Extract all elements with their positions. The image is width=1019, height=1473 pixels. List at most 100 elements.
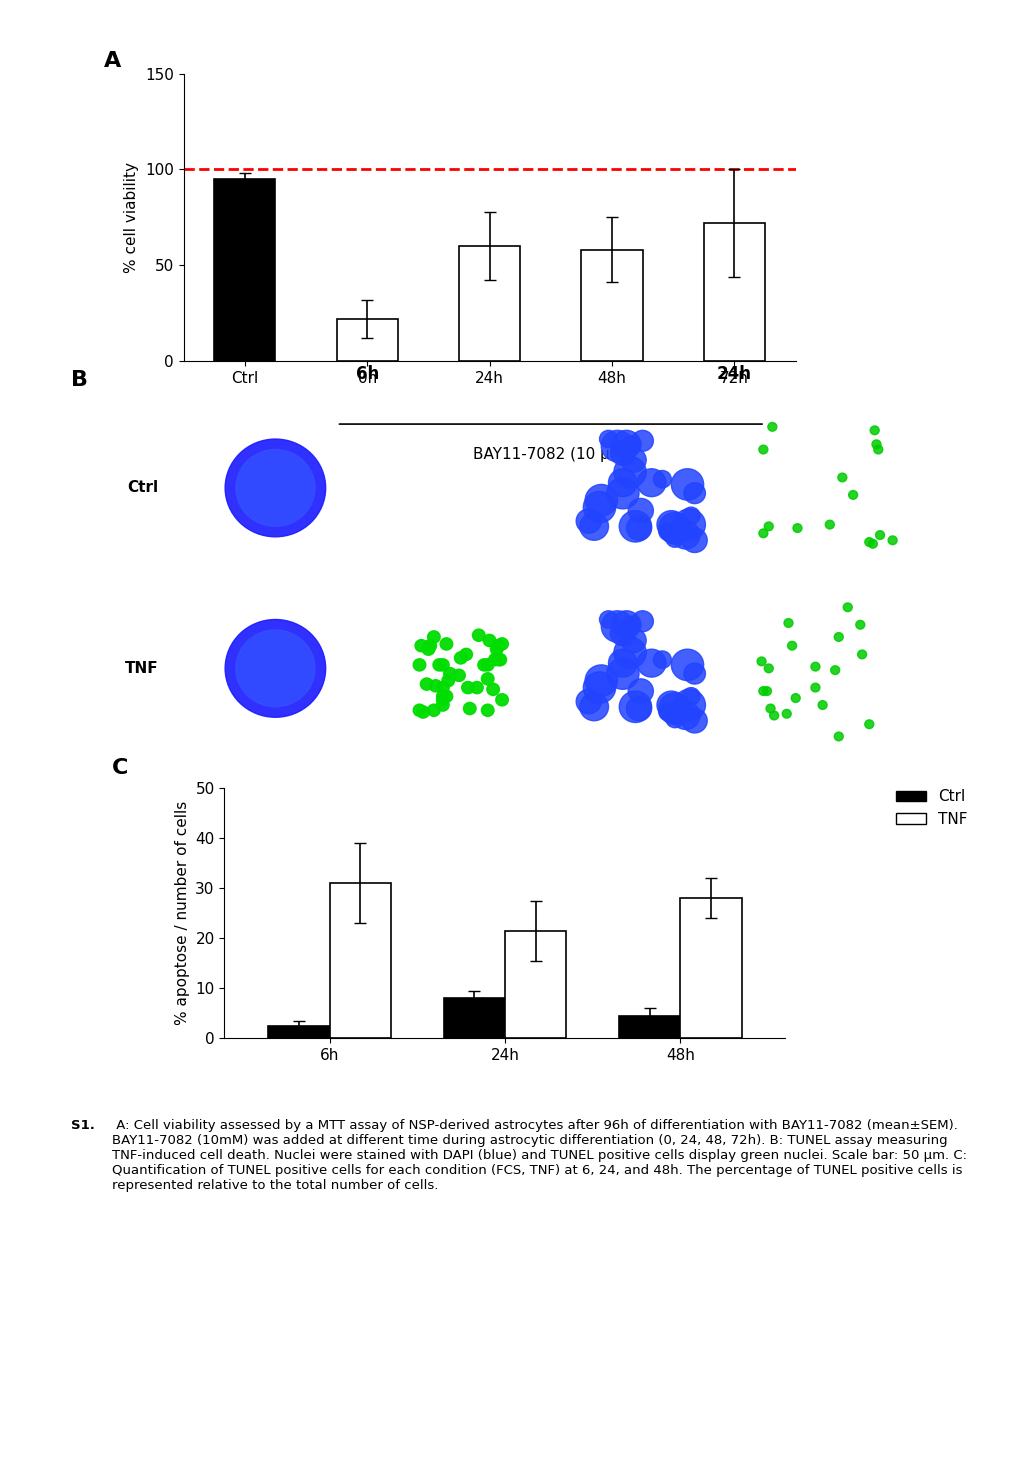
Circle shape: [492, 639, 504, 651]
Bar: [680, 899, 741, 1038]
Ellipse shape: [682, 709, 706, 734]
Circle shape: [427, 704, 440, 716]
Ellipse shape: [585, 485, 616, 516]
Ellipse shape: [621, 627, 646, 653]
Circle shape: [792, 524, 801, 532]
Text: C: C: [112, 759, 128, 778]
Ellipse shape: [656, 511, 685, 539]
Ellipse shape: [673, 508, 705, 541]
Ellipse shape: [623, 616, 640, 633]
Circle shape: [791, 694, 799, 703]
Circle shape: [486, 683, 499, 695]
Circle shape: [810, 663, 819, 672]
Text: A: A: [104, 50, 121, 71]
Circle shape: [864, 538, 873, 546]
Ellipse shape: [599, 430, 616, 448]
Bar: [443, 999, 504, 1038]
Circle shape: [493, 654, 506, 666]
Circle shape: [762, 686, 770, 695]
Circle shape: [864, 720, 873, 729]
Text: 24h: 24h: [716, 365, 751, 383]
Ellipse shape: [653, 651, 671, 669]
Circle shape: [420, 678, 432, 691]
Circle shape: [424, 639, 436, 651]
Circle shape: [824, 520, 834, 529]
Ellipse shape: [583, 672, 615, 703]
Ellipse shape: [658, 692, 691, 725]
Ellipse shape: [608, 650, 637, 678]
Ellipse shape: [661, 523, 683, 544]
Ellipse shape: [671, 650, 703, 681]
Circle shape: [462, 682, 474, 694]
Circle shape: [834, 732, 843, 741]
Ellipse shape: [621, 448, 646, 473]
Ellipse shape: [683, 483, 705, 504]
Circle shape: [436, 682, 448, 694]
Circle shape: [767, 423, 776, 432]
Ellipse shape: [683, 663, 705, 683]
Bar: [459, 246, 520, 361]
Circle shape: [481, 673, 493, 685]
Circle shape: [436, 698, 448, 711]
Circle shape: [481, 704, 493, 716]
Circle shape: [869, 426, 878, 435]
Circle shape: [758, 529, 767, 538]
Ellipse shape: [665, 710, 683, 728]
Ellipse shape: [579, 513, 608, 541]
Ellipse shape: [671, 701, 699, 729]
Circle shape: [782, 710, 791, 719]
Circle shape: [436, 691, 448, 703]
Ellipse shape: [606, 658, 638, 689]
Ellipse shape: [656, 691, 685, 719]
Ellipse shape: [628, 679, 653, 703]
Circle shape: [765, 704, 774, 713]
Ellipse shape: [658, 703, 676, 720]
Ellipse shape: [611, 611, 640, 639]
Circle shape: [432, 658, 445, 672]
Circle shape: [495, 694, 507, 706]
Circle shape: [867, 539, 876, 548]
Circle shape: [758, 686, 767, 695]
Ellipse shape: [601, 611, 633, 642]
Ellipse shape: [661, 703, 683, 725]
Ellipse shape: [599, 611, 616, 627]
Circle shape: [848, 491, 857, 499]
Ellipse shape: [673, 689, 705, 720]
Ellipse shape: [608, 468, 637, 496]
Ellipse shape: [671, 468, 703, 501]
Ellipse shape: [631, 611, 653, 632]
Circle shape: [443, 667, 455, 679]
Legend: Ctrl, TNF: Ctrl, TNF: [889, 784, 973, 834]
Circle shape: [488, 654, 500, 666]
Ellipse shape: [576, 689, 601, 714]
Bar: [619, 1016, 680, 1038]
Circle shape: [441, 675, 454, 686]
Circle shape: [843, 602, 852, 611]
Circle shape: [470, 682, 483, 694]
Circle shape: [454, 651, 467, 664]
Ellipse shape: [611, 430, 640, 458]
Circle shape: [413, 658, 425, 672]
Ellipse shape: [225, 439, 325, 536]
Circle shape: [460, 648, 472, 660]
Circle shape: [413, 704, 425, 716]
Ellipse shape: [583, 492, 615, 523]
Circle shape: [871, 440, 880, 449]
Text: BAY11-7082 (10 μM): BAY11-7082 (10 μM): [473, 448, 628, 463]
Ellipse shape: [579, 692, 608, 720]
Ellipse shape: [626, 516, 651, 541]
Y-axis label: % apoptose / number of cells: % apoptose / number of cells: [174, 801, 190, 1025]
Ellipse shape: [626, 697, 651, 720]
Circle shape: [756, 657, 765, 666]
Ellipse shape: [682, 507, 699, 524]
Circle shape: [837, 473, 846, 482]
Circle shape: [787, 641, 796, 650]
Ellipse shape: [576, 508, 601, 533]
Bar: [329, 884, 390, 1038]
Ellipse shape: [613, 636, 646, 669]
Circle shape: [817, 701, 826, 710]
Circle shape: [477, 658, 490, 672]
Ellipse shape: [631, 430, 653, 451]
Ellipse shape: [585, 664, 616, 697]
Ellipse shape: [225, 620, 325, 717]
